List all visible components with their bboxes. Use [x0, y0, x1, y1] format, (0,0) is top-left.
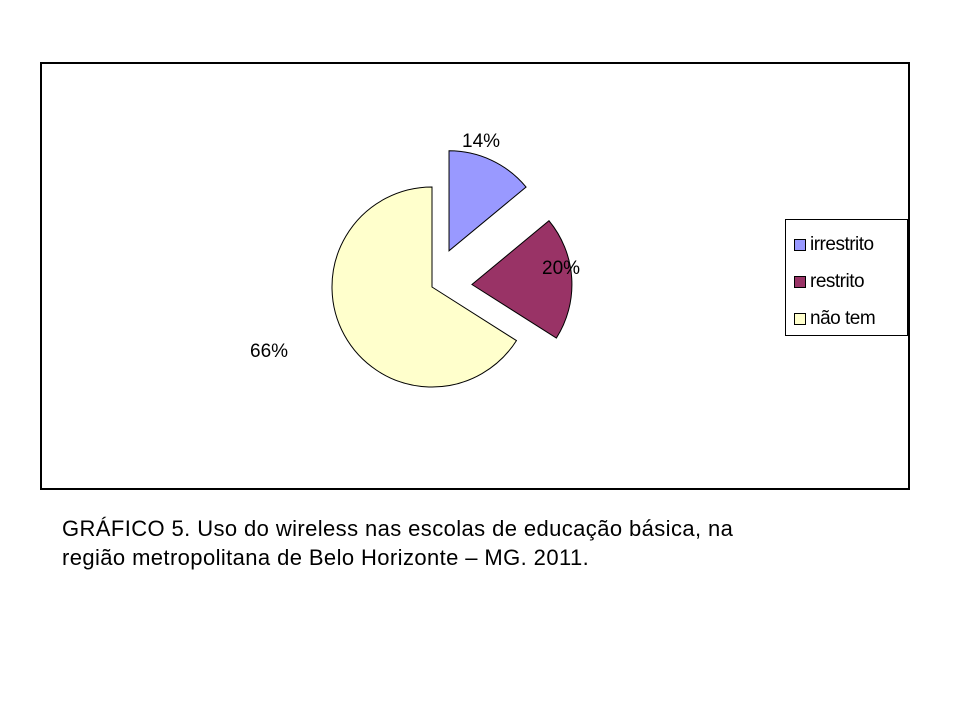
legend-swatch-restrito	[794, 275, 806, 288]
data-label-restrito: 20%	[542, 258, 580, 279]
figure-caption: GRÁFICO 5. Uso do wireless nas escolas d…	[62, 514, 922, 572]
data-label-irrestrito: 14%	[462, 131, 500, 152]
caption-line-2: região metropolitana de Belo Horizonte –…	[62, 545, 590, 570]
legend-item-restrito: restrito	[786, 263, 907, 300]
legend-label-irrestrito: irrestrito	[810, 233, 874, 255]
caption-line-1: GRÁFICO 5. Uso do wireless nas escolas d…	[62, 516, 734, 541]
pie-chart: 14% 20% 66%	[250, 131, 580, 388]
legend-swatch-nao-tem	[794, 312, 806, 325]
pie-slice-irrestrito	[448, 150, 527, 252]
legend-label-restrito: restrito	[810, 270, 865, 292]
legend-item-irrestrito: irrestrito	[786, 226, 907, 263]
legend-item-nao-tem: não tem	[786, 300, 907, 337]
legend-label-nao-tem: não tem	[810, 307, 876, 329]
legend: irrestrito restrito não tem	[785, 219, 908, 336]
data-label-nao-tem: 66%	[250, 341, 288, 362]
pie-slice-nao-tem	[331, 186, 518, 388]
chart-frame: 14% 20% 66% irrestrito restrito não tem	[40, 62, 910, 490]
pie-slice-restrito	[471, 220, 573, 339]
legend-swatch-irrestrito	[794, 238, 806, 251]
